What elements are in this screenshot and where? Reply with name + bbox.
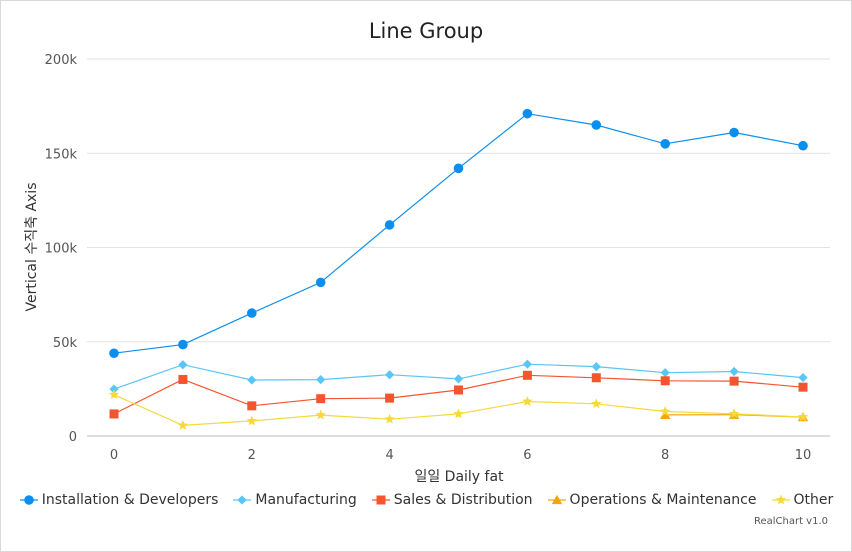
data-point[interactable] (385, 393, 395, 403)
data-point[interactable] (797, 411, 809, 422)
data-point[interactable] (660, 409, 671, 420)
data-point[interactable] (454, 385, 463, 395)
legend-marker[interactable] (551, 494, 562, 505)
data-point[interactable] (385, 370, 395, 380)
data-point[interactable] (729, 127, 739, 138)
chart-legend: Installation & Developers Manufacturing Sa… (0, 492, 852, 508)
legend-marker[interactable] (23, 495, 34, 505)
data-point[interactable] (247, 308, 257, 318)
legend-label: Other (793, 492, 834, 508)
data-point[interactable] (522, 396, 533, 406)
y-axis-title: Vertical 수직축 Axis (24, 183, 40, 312)
legend-label: Installation & Developers (41, 492, 219, 508)
data-point[interactable] (178, 374, 188, 384)
legend-item[interactable]: Manufacturing (232, 492, 357, 508)
legend-label: Manufacturing (255, 492, 357, 508)
data-point[interactable] (178, 339, 188, 350)
data-point[interactable] (591, 373, 601, 383)
y-axis-ticks: 0 50k 100k 150k 200k (45, 53, 78, 445)
data-point[interactable] (316, 394, 326, 404)
data-point[interactable] (591, 120, 602, 130)
data-point[interactable] (316, 375, 326, 385)
series-group (108, 108, 809, 430)
data-point[interactable] (522, 370, 532, 380)
x-tick-label: 4 (385, 448, 393, 463)
data-point[interactable] (453, 163, 464, 174)
data-point[interactable] (384, 220, 395, 230)
legend-item[interactable]: Installation & Developers (19, 492, 219, 508)
x-axis-title: 일일 Daily fat (414, 469, 504, 485)
data-point[interactable] (453, 374, 464, 384)
legend-marker[interactable] (775, 494, 786, 505)
data-point[interactable] (384, 413, 395, 424)
x-axis-ticks: 0 2 4 6 8 10 (110, 448, 811, 463)
x-tick-label: 8 (661, 448, 669, 463)
data-point[interactable] (109, 348, 119, 359)
legend-marker-icon (547, 494, 566, 505)
series-line (113, 113, 804, 354)
data-point[interactable] (591, 398, 602, 409)
x-tick-label: 0 (110, 448, 118, 463)
data-point[interactable] (246, 415, 258, 426)
data-point[interactable] (108, 389, 120, 400)
legend-marker[interactable] (237, 495, 247, 505)
legend-item[interactable]: Sales & Distribution (371, 492, 533, 508)
grid-lines (87, 58, 830, 437)
chart-credit: RealChart v1.0 (753, 516, 828, 527)
chart-title: Line Group (368, 19, 484, 43)
data-point[interactable] (660, 139, 670, 149)
data-point[interactable] (798, 372, 808, 383)
y-tick-label: 150k (45, 147, 78, 162)
data-point[interactable] (453, 408, 464, 419)
data-point[interactable] (591, 362, 601, 372)
data-point[interactable] (315, 277, 326, 288)
data-point[interactable] (522, 108, 533, 119)
data-point[interactable] (522, 359, 532, 369)
data-point[interactable] (315, 409, 326, 420)
series-1 (109, 359, 808, 394)
data-point[interactable] (660, 368, 670, 378)
series-4 (108, 389, 809, 430)
x-tick-label: 2 (248, 448, 256, 463)
legend-label: Sales & Distribution (393, 492, 533, 508)
x-tick-label: 10 (795, 448, 812, 463)
legend-marker[interactable] (376, 495, 386, 505)
data-point[interactable] (728, 408, 740, 419)
data-point[interactable] (659, 406, 671, 416)
legend-marker-icon (771, 494, 790, 505)
data-point[interactable] (109, 409, 119, 419)
legend-item[interactable]: Operations & Maintenance (547, 492, 757, 508)
y-tick-label: 100k (45, 242, 78, 257)
data-point[interactable] (660, 376, 670, 386)
data-point[interactable] (247, 401, 257, 411)
y-tick-label: 200k (45, 53, 78, 68)
data-point[interactable] (177, 419, 189, 430)
data-point[interactable] (798, 382, 808, 392)
legend-marker-icon (371, 495, 390, 505)
data-point[interactable] (247, 375, 257, 385)
data-point[interactable] (178, 360, 188, 370)
y-tick-label: 50k (53, 336, 78, 351)
legend-item[interactable]: Other (771, 492, 834, 508)
data-point[interactable] (729, 366, 739, 377)
y-tick-label: 0 (69, 430, 77, 445)
data-point[interactable] (798, 140, 808, 151)
legend-marker-icon (233, 495, 252, 505)
data-point[interactable] (729, 376, 739, 386)
x-tick-label: 6 (523, 448, 531, 463)
legend-label: Operations & Maintenance (569, 492, 757, 508)
series-2 (109, 370, 808, 419)
series-0 (109, 108, 808, 359)
legend-marker-icon (19, 495, 38, 505)
data-point[interactable] (109, 384, 119, 394)
